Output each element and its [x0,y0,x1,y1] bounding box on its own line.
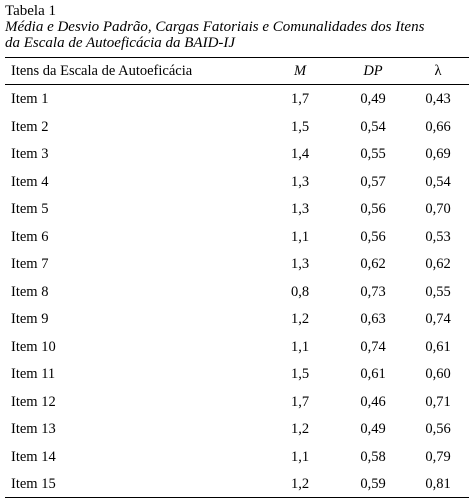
table-top-rule [5,57,469,58]
row-loading-value: 0,71 [425,393,451,410]
row-loading-value: 0,43 [425,91,451,108]
row-sd-value: 0,55 [360,146,386,163]
table-row: Item 4 1,3 0,57 0,54 [5,169,469,197]
table-row: Item 3 1,4 0,55 0,69 [5,141,469,169]
table-bottom-rule [5,497,469,498]
row-loading-value: 0,81 [425,476,451,493]
row-item-label: Item 4 [11,173,49,190]
row-item-label: Item 1 [11,91,49,108]
row-mean-value: 1,5 [290,366,310,383]
row-item-label: Item 12 [11,393,56,410]
row-mean-value: 1,3 [290,173,310,190]
table-caption: Tabela 1 Média e Desvio Padrão, Cargas F… [5,3,470,51]
row-mean-value: 1,2 [290,421,310,438]
row-mean-value: 1,7 [290,91,310,108]
row-loading-value: 0,62 [425,256,451,273]
table-row: Item 6 1,1 0,56 0,53 [5,224,469,252]
table-title-line-2: da Escala de Autoeficácia da BAID-IJ [5,35,236,51]
table-row: Item 9 1,2 0,63 0,74 [5,306,469,334]
table-row: Item 15 1,2 0,59 0,81 [5,471,469,499]
table-label: Tabela 1 [5,3,57,19]
table-header-rule [5,84,469,85]
row-mean-value: 1,2 [290,311,310,328]
row-loading-value: 0,53 [425,228,451,245]
row-mean-value: 0,8 [290,283,310,300]
row-sd-value: 0,59 [360,476,386,493]
row-sd-value: 0,57 [360,173,386,190]
row-sd-value: 0,73 [360,283,386,300]
row-sd-value: 0,61 [360,366,386,383]
row-item-label: Item 3 [11,146,49,163]
row-mean-value: 1,1 [290,228,310,245]
row-loading-value: 0,56 [425,421,451,438]
row-mean-value: 1,7 [290,393,310,410]
row-item-label: Item 13 [11,421,56,438]
table-row: Item 11 1,5 0,61 0,60 [5,361,469,389]
row-mean-value: 1,5 [290,118,310,135]
table-row: Item 2 1,5 0,54 0,66 [5,114,469,142]
table-row: Item 14 1,1 0,58 0,79 [5,444,469,472]
header-standard-deviation: DP [363,62,383,79]
row-mean-value: 1,1 [290,338,310,355]
row-sd-value: 0,56 [360,201,386,218]
row-item-label: Item 15 [11,476,56,493]
row-item-label: Item 8 [11,283,49,300]
table-body: Item 1 1,7 0,49 0,43 Item 2 1,5 0,54 0,66 Item 3… [5,84,469,499]
row-loading-value: 0,79 [425,448,451,465]
table-row: Item 7 1,3 0,62 0,62 [5,251,469,279]
row-sd-value: 0,56 [360,228,386,245]
table-row: Item 1 1,7 0,49 0,43 [5,84,469,114]
row-mean-value: 1,2 [290,476,310,493]
row-sd-value: 0,49 [360,91,386,108]
row-loading-value: 0,61 [425,338,451,355]
row-item-label: Item 11 [11,366,56,383]
row-mean-value: 1,3 [290,256,310,273]
row-loading-value: 0,55 [425,283,451,300]
row-mean-value: 1,1 [290,448,310,465]
row-loading-value: 0,74 [425,311,451,328]
data-table: Itens da Escala de Autoeficácia M DP λ I… [5,58,469,499]
row-item-label: Item 10 [11,338,56,355]
row-loading-value: 0,54 [425,173,451,190]
row-sd-value: 0,46 [360,393,386,410]
row-item-label: Item 2 [11,118,49,135]
table-row: Item 5 1,3 0,56 0,70 [5,196,469,224]
row-mean-value: 1,3 [290,201,310,218]
row-item-label: Item 5 [11,201,49,218]
table-header-row: Itens da Escala de Autoeficácia M DP λ [5,58,469,84]
row-item-label: Item 6 [11,228,49,245]
row-sd-value: 0,58 [360,448,386,465]
row-sd-value: 0,54 [360,118,386,135]
row-loading-value: 0,70 [425,201,451,218]
header-factor-loading: λ [434,62,442,79]
table-row: Item 12 1,7 0,46 0,71 [5,389,469,417]
row-item-label: Item 7 [11,256,49,273]
row-item-label: Item 14 [11,448,56,465]
table-row: Item 8 0,8 0,73 0,55 [5,279,469,307]
header-item: Itens da Escala de Autoeficácia [11,62,193,79]
header-mean: M [293,62,307,79]
row-sd-value: 0,62 [360,256,386,273]
table-title-line-1: Média e Desvio Padrão, Cargas Fatoriais … [5,19,425,35]
row-loading-value: 0,60 [425,366,451,383]
row-loading-value: 0,66 [425,118,451,135]
table-row: Item 10 1,1 0,74 0,61 [5,334,469,362]
row-sd-value: 0,74 [360,338,386,355]
row-item-label: Item 9 [11,311,49,328]
row-sd-value: 0,63 [360,311,386,328]
row-loading-value: 0,69 [425,146,451,163]
row-mean-value: 1,4 [290,146,310,163]
table-row: Item 13 1,2 0,49 0,56 [5,416,469,444]
row-sd-value: 0,49 [360,421,386,438]
